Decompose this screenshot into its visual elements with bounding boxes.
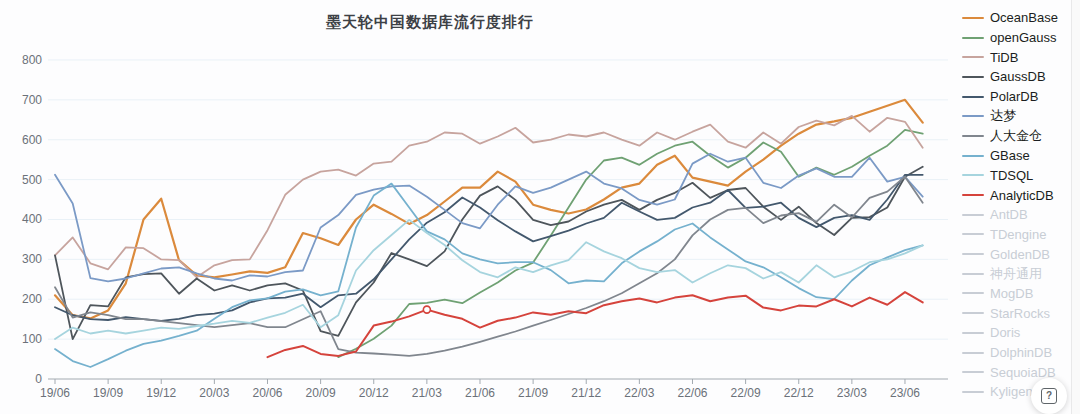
svg-text:600: 600 [22,133,42,147]
svg-text:700: 700 [22,93,42,107]
legend-label: DolphinDB [990,345,1052,360]
svg-text:22/12: 22/12 [784,386,814,400]
legend-label: MogDB [990,286,1033,301]
legend-swatch-icon [962,76,984,78]
legend-label: openGauss [990,30,1057,45]
legend-swatch-icon [962,135,984,137]
help-button[interactable]: ? [1031,378,1067,414]
svg-text:22/03: 22/03 [624,386,654,400]
svg-text:21/09: 21/09 [518,386,548,400]
legend-label: AntDB [990,207,1028,222]
svg-text:21/03: 21/03 [412,386,442,400]
popularity-chart-panel: 墨天轮中国数据库流行度排行 0 100 200 300 400 500 600 700 800 1… [0,0,960,414]
svg-text:500: 500 [22,173,42,187]
legend-swatch-icon [962,371,984,373]
legend-item-PolarDB[interactable]: PolarDB [962,87,1074,107]
legend-swatch-icon [962,214,984,216]
legend-swatch-icon [962,391,984,393]
legend-swatch-icon [962,194,984,196]
legend-label: 人大金仓 [990,127,1042,145]
svg-text:23/03: 23/03 [837,386,867,400]
legend-item-GoldenDB[interactable]: GoldenDB [962,244,1074,264]
legend-label: GBase [990,148,1030,163]
svg-text:100: 100 [22,332,42,346]
legend-item-OceanBase[interactable]: OceanBase [962,8,1074,28]
legend-swatch-icon [962,312,984,314]
legend-item-人大金仓[interactable]: 人大金仓 [962,126,1074,146]
legend-label: TDengine [990,227,1046,242]
svg-text:22/09: 22/09 [731,386,761,400]
legend-label: OceanBase [990,10,1058,25]
legend-swatch-icon [962,56,984,58]
svg-text:200: 200 [22,292,42,306]
legend-swatch-icon [962,115,984,117]
legend-swatch-icon [962,273,984,275]
legend-label: TiDB [990,50,1018,65]
legend-label: 达梦 [990,107,1016,125]
svg-text:21/06: 21/06 [465,386,495,400]
line-chart[interactable]: 0 100 200 300 400 500 600 700 800 19/06 19/09 19/12… [0,46,960,414]
legend-swatch-icon [962,352,984,354]
svg-text:22/06: 22/06 [677,386,707,400]
legend-swatch-icon [962,96,984,98]
legend-label: Doris [990,325,1020,340]
chart-legend: OceanBase openGauss TiDB GaussDB PolarDB 达梦人大… [962,8,1074,402]
legend-label: 神舟通用 [990,265,1042,283]
svg-text:20/12: 20/12 [359,386,389,400]
legend-label: TDSQL [990,168,1033,183]
svg-text:800: 800 [22,53,42,67]
legend-item-GBase[interactable]: GBase [962,146,1074,166]
legend-swatch-icon [962,17,984,19]
legend-swatch-icon [962,37,984,39]
question-mark-icon: ? [1041,388,1057,404]
legend-item-AntDB[interactable]: AntDB [962,205,1074,225]
legend-label: GoldenDB [990,247,1050,262]
legend-label: GaussDB [990,69,1046,84]
svg-text:20/06: 20/06 [252,386,282,400]
legend-label: AnalyticDB [990,188,1054,203]
legend-item-TiDB[interactable]: TiDB [962,47,1074,67]
svg-text:21/12: 21/12 [571,386,601,400]
legend-swatch-icon [962,332,984,334]
legend-item-StarRocks[interactable]: StarRocks [962,303,1074,323]
svg-text:20/03: 20/03 [199,386,229,400]
legend-item-MogDB[interactable]: MogDB [962,284,1074,304]
svg-text:19/06: 19/06 [40,386,70,400]
svg-text:19/12: 19/12 [146,386,176,400]
legend-item-DolphinDB[interactable]: DolphinDB [962,343,1074,363]
legend-item-GaussDB[interactable]: GaussDB [962,67,1074,87]
legend-item-神舟通用[interactable]: 神舟通用 [962,264,1074,284]
legend-item-openGauss[interactable]: openGauss [962,28,1074,48]
page-scrollbar[interactable] [1071,0,1080,414]
svg-text:0: 0 [35,372,42,386]
legend-swatch-icon [962,233,984,235]
legend-label: PolarDB [990,89,1038,104]
legend-swatch-icon [962,155,984,157]
svg-text:20/09: 20/09 [306,386,336,400]
svg-text:400: 400 [22,212,42,226]
legend-label: StarRocks [990,306,1050,321]
legend-item-TDengine[interactable]: TDengine [962,225,1074,245]
svg-text:19/09: 19/09 [93,386,123,400]
legend-item-AnalyticDB[interactable]: AnalyticDB [962,185,1074,205]
legend-swatch-icon [962,253,984,255]
svg-text:23/06: 23/06 [890,386,920,400]
chart-title: 墨天轮中国数据库流行度排行 [45,13,815,32]
legend-item-TDSQL[interactable]: TDSQL [962,166,1074,186]
svg-text:300: 300 [22,252,42,266]
legend-swatch-icon [962,292,984,294]
legend-item-达梦[interactable]: 达梦 [962,106,1074,126]
legend-swatch-icon [962,174,984,176]
legend-item-Doris[interactable]: Doris [962,323,1074,343]
